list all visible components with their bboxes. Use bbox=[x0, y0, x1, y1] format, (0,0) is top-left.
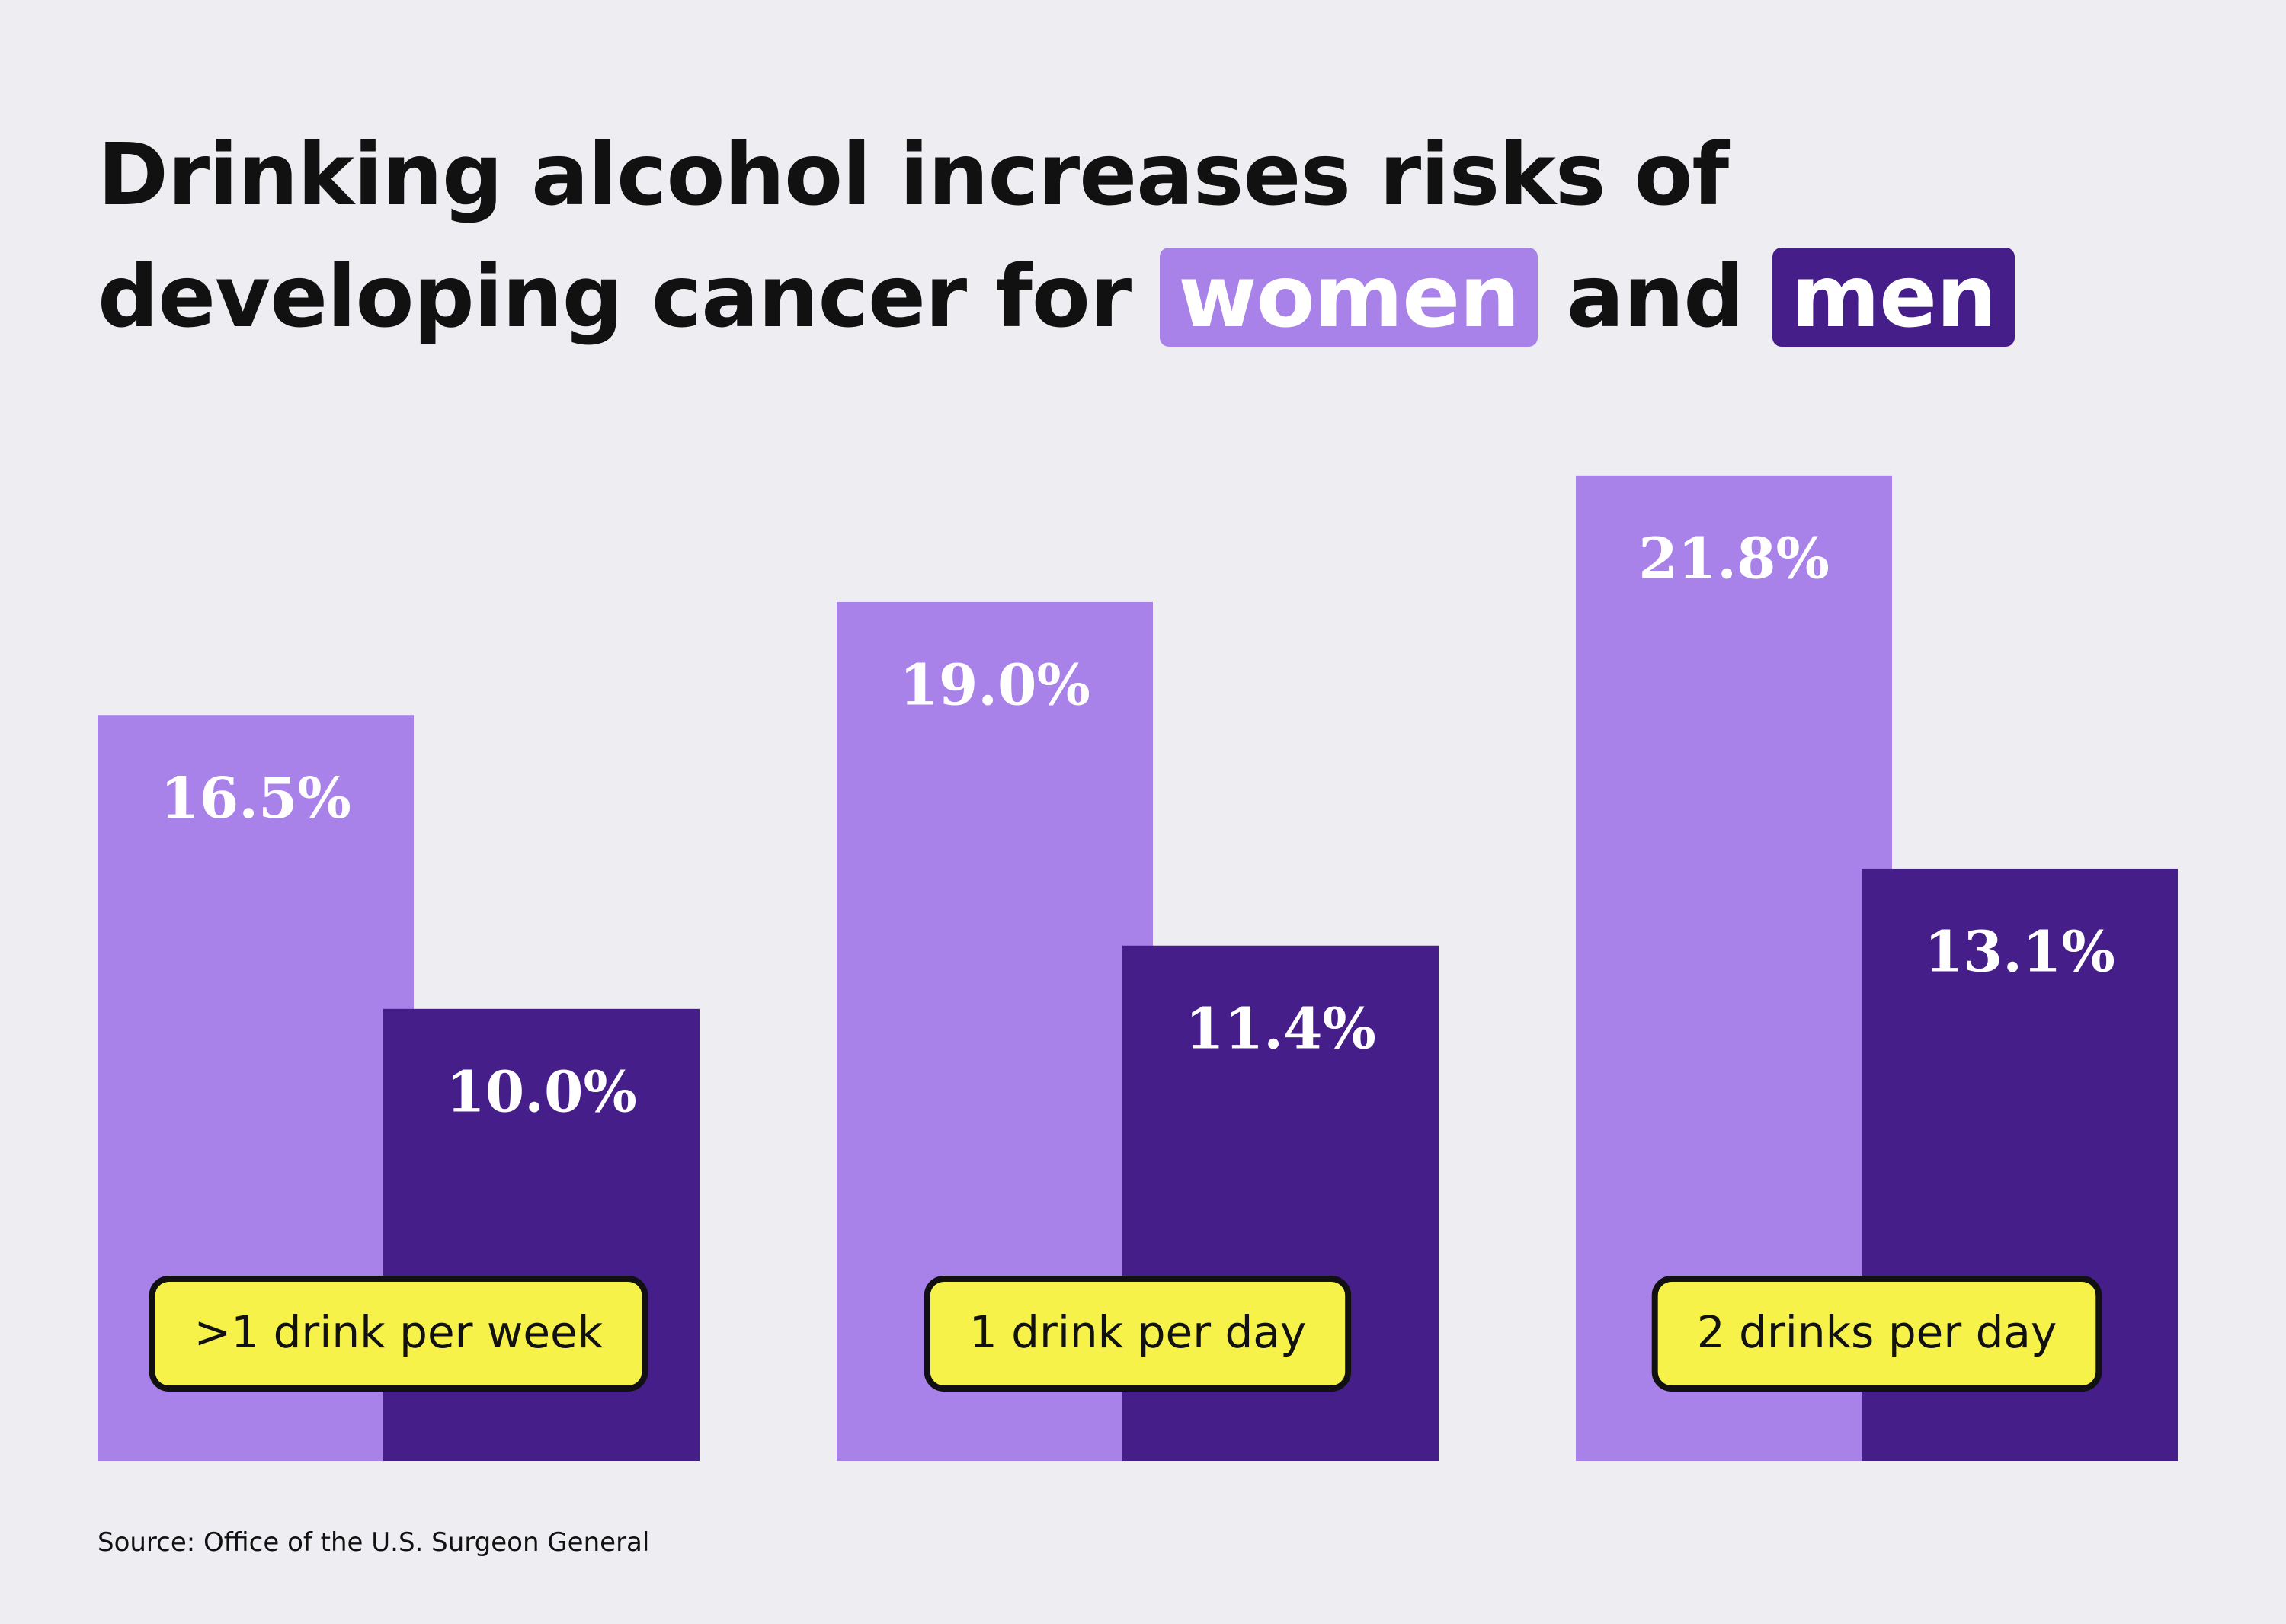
value-label: 21.8% bbox=[1638, 526, 1830, 591]
category-label: 2 drinks per day bbox=[1697, 1306, 2057, 1358]
category-label: 1 drink per day bbox=[969, 1306, 1306, 1358]
value-label: 19.0% bbox=[899, 652, 1090, 718]
legend-men: men bbox=[1772, 248, 2015, 347]
value-label: 13.1% bbox=[1924, 919, 2115, 985]
value-label: 10.0% bbox=[446, 1059, 637, 1125]
source-note: Source: Office of the U.S. Surgeon Gener… bbox=[98, 1527, 650, 1558]
category-pill bbox=[149, 1276, 648, 1392]
category-label: >1 drink per week bbox=[194, 1306, 604, 1358]
category-pill bbox=[1651, 1276, 2102, 1392]
chart-title: Drinking alcohol increases risks of deve… bbox=[98, 126, 1729, 347]
legend-women: women bbox=[1160, 248, 1538, 347]
title-joiner: and bbox=[1566, 248, 1744, 347]
value-label: 11.4% bbox=[1185, 996, 1376, 1062]
chart-title-block: Drinking alcohol increases risks of deve… bbox=[98, 114, 2231, 358]
value-label: 16.5% bbox=[160, 766, 351, 831]
category-pill bbox=[924, 1276, 1352, 1392]
